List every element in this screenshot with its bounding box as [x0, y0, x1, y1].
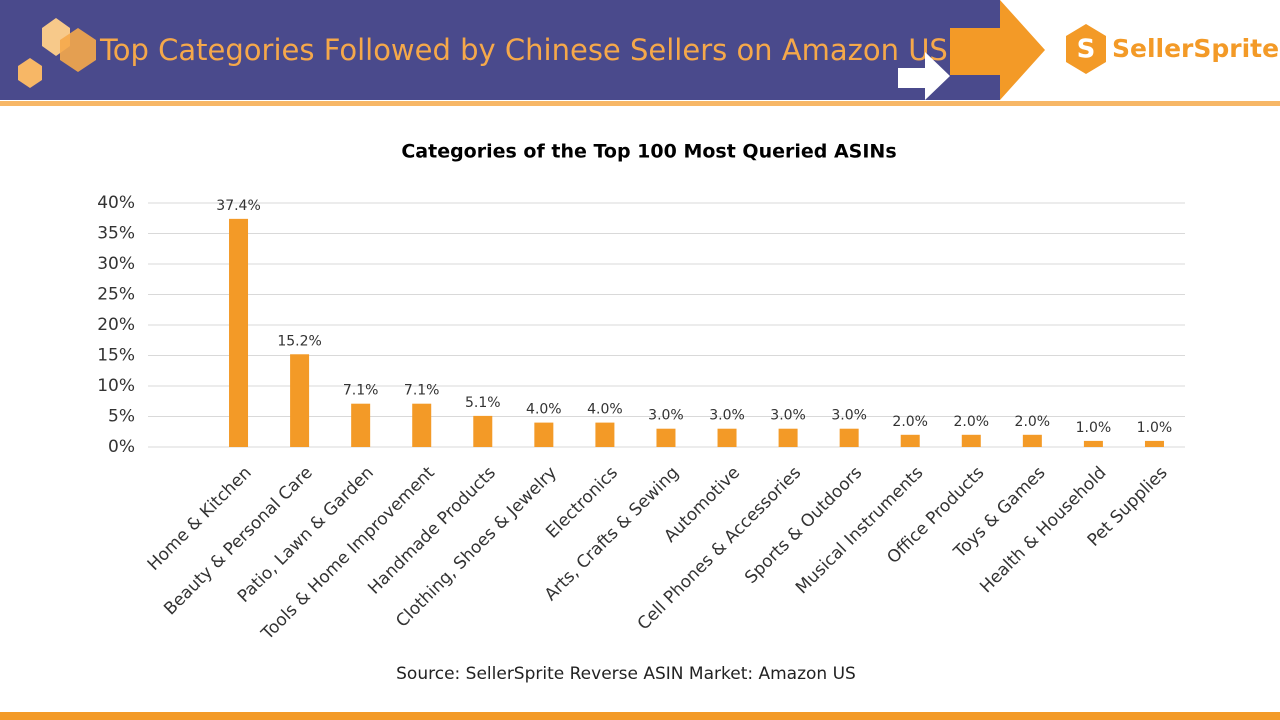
value-label: 3.0% [709, 408, 745, 424]
hexagon [18, 58, 42, 88]
value-label: 4.0% [587, 402, 623, 418]
arrow [898, 52, 950, 100]
bar [473, 415, 493, 447]
x-tick-label: Home & Kitchen [144, 463, 256, 575]
value-label: 1.0% [1137, 420, 1173, 436]
y-tick-label: 5% [108, 407, 135, 427]
header-band [0, 0, 1000, 100]
value-label: 2.0% [892, 414, 928, 430]
hexagon [60, 28, 96, 72]
bar [412, 403, 432, 447]
value-label: 1.0% [1076, 420, 1112, 436]
y-tick-label: 40% [97, 193, 135, 213]
bar [1022, 434, 1042, 447]
bar [717, 428, 737, 447]
arrow [950, 0, 1045, 100]
value-label: 37.4% [216, 198, 260, 214]
bar [290, 354, 310, 447]
y-tick-label: 25% [97, 285, 135, 305]
bar [839, 428, 859, 447]
value-label: 7.1% [404, 383, 440, 399]
bar [1083, 440, 1103, 447]
value-label: 5.1% [465, 395, 501, 411]
value-label: 3.0% [648, 408, 684, 424]
y-tick-label: 20% [97, 315, 135, 335]
source: Source: SellerSprite Reverse ASIN Market… [396, 664, 856, 684]
logo-icon [1066, 24, 1106, 74]
value-label: 15.2% [277, 333, 321, 349]
value-label: 7.1% [343, 383, 379, 399]
bar [778, 428, 798, 447]
header-title: Top Categories Followed by Chinese Selle… [99, 33, 948, 67]
logo-mark: S [1077, 35, 1096, 65]
value-label: 4.0% [526, 402, 562, 418]
y-tick-label: 15% [97, 346, 135, 366]
bar [351, 403, 371, 447]
bar [900, 434, 920, 447]
value-label: 2.0% [1015, 414, 1051, 430]
value-label: 2.0% [953, 414, 989, 430]
value-label: 3.0% [770, 408, 806, 424]
y-tick-label: 35% [97, 224, 135, 244]
bar [229, 218, 249, 447]
footer-band [0, 712, 1280, 720]
header-rule [0, 101, 1280, 106]
logo-text: SellerSprite [1112, 34, 1279, 63]
x-tick-label: Sports & Outdoors [741, 463, 866, 588]
bar [534, 422, 554, 447]
y-tick-label: 10% [97, 376, 135, 396]
value-label: 3.0% [831, 408, 867, 424]
bar [656, 428, 676, 447]
y-tick-label: 30% [97, 254, 135, 274]
y-tick-label: 0% [108, 437, 135, 457]
chart-title: Categories of the Top 100 Most Queried A… [401, 141, 896, 163]
bar [595, 422, 615, 447]
bar [961, 434, 981, 447]
bar [1144, 440, 1164, 447]
